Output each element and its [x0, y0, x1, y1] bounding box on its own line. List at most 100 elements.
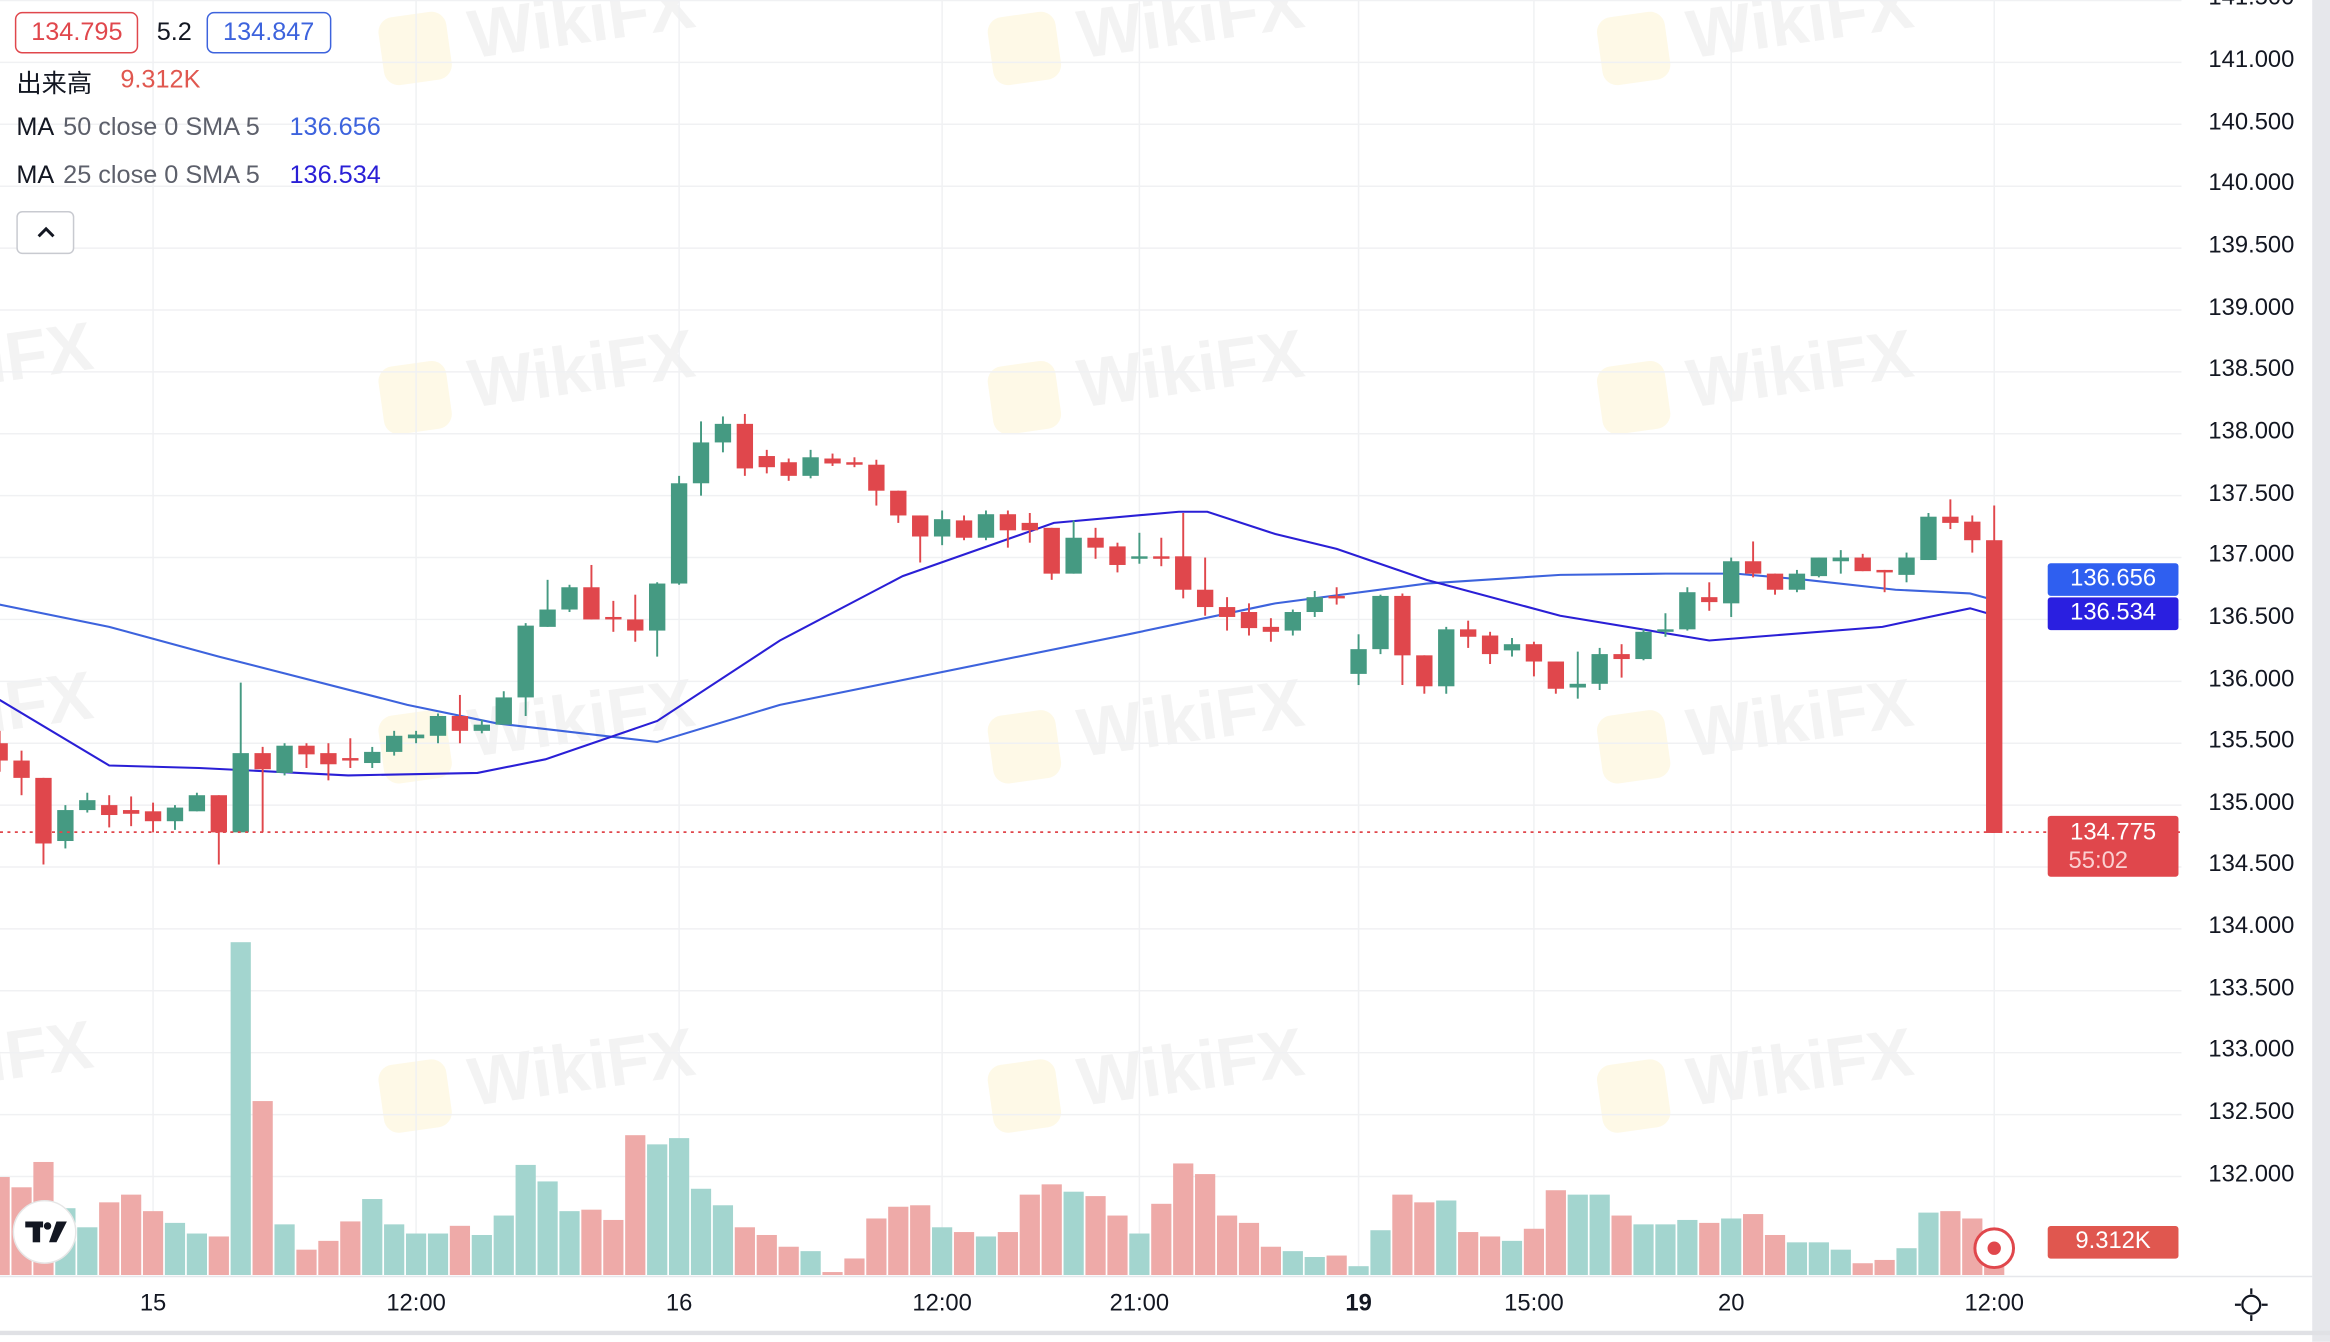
volume-bar: [99, 1202, 120, 1275]
candle: [13, 750, 30, 796]
legend: 134.795 5.2 134.847 出来高 9.312K MA 50 clo…: [14, 9, 381, 200]
candle-body: [736, 423, 754, 469]
price-tick-label: 139.000: [2208, 295, 2295, 321]
candle-body: [1832, 557, 1849, 562]
volume-bar: [1501, 1240, 1523, 1275]
volume-bar: [953, 1232, 975, 1275]
candle-body: [583, 587, 600, 620]
candle-body: [1240, 612, 1258, 629]
open-value-box[interactable]: 134.795: [14, 11, 139, 54]
volume-bar: [734, 1227, 755, 1275]
price-tick-label: 140.000: [2208, 171, 2295, 197]
candle-body: [1416, 655, 1433, 687]
grid: [0, 0, 2182, 1275]
volume-bar: [1238, 1222, 1260, 1275]
candle-body: [1766, 573, 1784, 590]
volume-bar: [1370, 1230, 1391, 1275]
candle-body: [890, 490, 907, 516]
volume-bar: [1633, 1224, 1654, 1275]
candle-body: [144, 811, 162, 822]
candle-body: [407, 734, 425, 739]
volume-bar: [1129, 1233, 1150, 1275]
candle: [210, 795, 227, 865]
volume-bar: [1874, 1259, 1895, 1275]
ma25-legend-row[interactable]: MA 25 close 0 SMA 5 136.534: [15, 152, 381, 200]
candle: [1920, 512, 1937, 561]
close-value-box[interactable]: 134.847: [206, 11, 331, 54]
volume-legend-row[interactable]: 出来高 9.312K: [15, 56, 381, 104]
time-tick-label: 20: [1717, 1291, 1745, 1317]
candle: [1240, 603, 1258, 636]
volume-bar: [1786, 1242, 1808, 1275]
candle-body: [1065, 537, 1082, 574]
candle-body: [1854, 557, 1871, 572]
volume-value: 9.312K: [120, 65, 201, 94]
candle: [1065, 520, 1082, 574]
candle: [692, 421, 710, 496]
ma50-legend-row[interactable]: MA 50 close 0 SMA 5 136.656: [15, 104, 381, 152]
candle-body: [1438, 629, 1455, 687]
candle-body: [627, 619, 644, 631]
volume-bar: [1743, 1214, 1764, 1275]
candle: [1898, 552, 1915, 583]
candle: [79, 792, 96, 813]
volume-label: 出来高: [16, 69, 93, 98]
volume-bar: [778, 1246, 799, 1275]
time-tick-label: 12:00: [912, 1291, 972, 1317]
candle: [57, 805, 74, 849]
collapse-legend-button[interactable]: [16, 211, 75, 255]
candle: [649, 582, 666, 657]
candle: [627, 594, 644, 642]
price-tick-label: 134.000: [2208, 914, 2295, 940]
candle-body: [1635, 631, 1652, 660]
candle-body: [495, 697, 512, 725]
candle: [758, 449, 775, 474]
volume-bar: [537, 1181, 558, 1275]
volume-bar: [405, 1233, 427, 1275]
volume-bar: [1392, 1194, 1413, 1275]
time-tick-label: 12:00: [1964, 1291, 2024, 1317]
tradingview-logo-icon[interactable]: [12, 1199, 77, 1264]
volume-bar: [1304, 1257, 1325, 1275]
volume-bar: [1808, 1242, 1829, 1275]
volume-bar: [690, 1188, 712, 1275]
candle: [1438, 626, 1455, 694]
candle-body: [166, 807, 184, 822]
candle: [1635, 629, 1652, 661]
volume-bar: [362, 1199, 383, 1275]
time-tick-label: 21:00: [1109, 1291, 1170, 1317]
candle: [1372, 594, 1389, 655]
candle-body: [1657, 629, 1674, 632]
live-indicator-icon[interactable]: [1973, 1227, 2016, 1270]
volume-bar: [230, 942, 251, 1275]
candle-body: [539, 609, 556, 627]
candle: [122, 796, 140, 827]
volume-bar: [1216, 1215, 1238, 1275]
volume-bar: [1567, 1194, 1588, 1275]
candle: [364, 746, 381, 768]
candle: [101, 795, 118, 828]
candle: [1547, 661, 1565, 694]
volume-bar: [888, 1206, 909, 1275]
candle-body: [1175, 556, 1192, 590]
candle: [1591, 647, 1608, 690]
volume-bar: [1589, 1194, 1610, 1275]
volume-bar: [603, 1219, 624, 1275]
candle: [495, 691, 512, 725]
candle: [1218, 597, 1236, 631]
candle: [1701, 582, 1718, 611]
volume-bar: [1479, 1236, 1501, 1275]
candle-body: [1569, 683, 1586, 688]
price-tick-label: 136.000: [2208, 666, 2295, 692]
volume-bar: [1173, 1163, 1194, 1275]
candle-body: [1350, 649, 1367, 674]
volume-bar: [1545, 1190, 1566, 1275]
candle: [868, 459, 885, 506]
settings-gear-icon[interactable]: [2234, 1288, 2268, 1322]
price-scale-scrollbar[interactable]: [2312, 0, 2330, 1342]
candle: [1043, 527, 1060, 580]
candle: [1328, 587, 1345, 605]
candle: [1131, 532, 1148, 564]
price-tick-label: 133.500: [2208, 975, 2295, 1002]
